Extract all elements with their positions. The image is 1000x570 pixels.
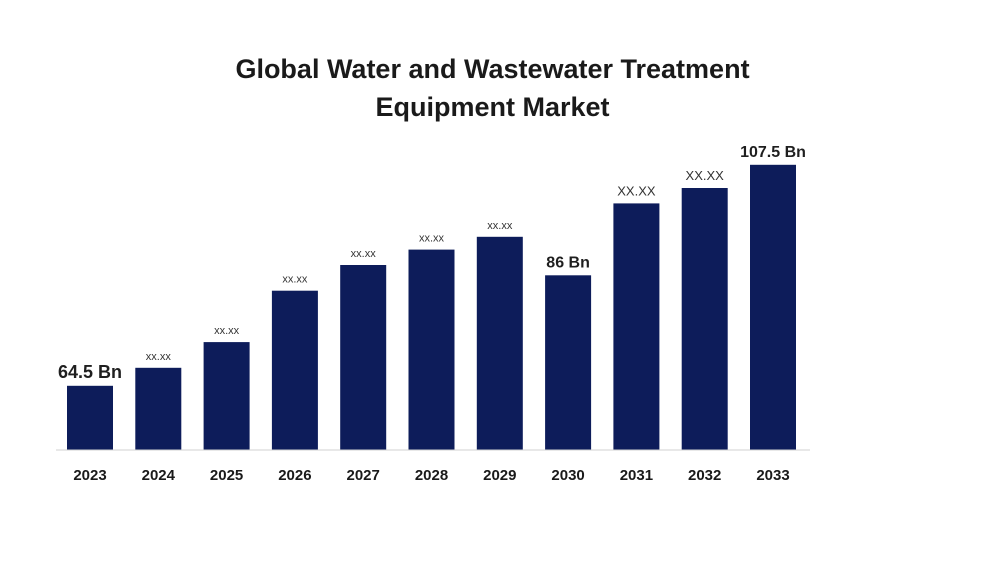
data-label-2026: xx.xx — [282, 274, 308, 286]
data-label-2030: 86 Bn — [546, 254, 590, 271]
data-label-2029: xx.xx — [487, 220, 513, 232]
x-tick-label-2024: 2024 — [142, 467, 176, 484]
data-label-2031: XX.XX — [617, 183, 656, 198]
chart-title: Global Water and Wastewater Treatment Eq… — [0, 50, 985, 126]
bar-2033 — [750, 164, 796, 451]
chart-title-line-2: Equipment Market — [375, 92, 610, 122]
data-label-2023: 64.5 Bn — [58, 362, 122, 382]
bar-2025 — [203, 342, 250, 450]
data-label-2024: xx.xx — [146, 351, 172, 363]
bar-2024 — [135, 367, 182, 450]
chart-title-line-1: Global Water and Wastewater Treatment — [235, 54, 750, 84]
data-label-2032: XX.XX — [686, 168, 725, 183]
x-tick-label-2025: 2025 — [210, 467, 243, 484]
bar-2030 — [545, 275, 592, 450]
bar-2028 — [408, 249, 455, 450]
data-label-2027: xx.xx — [351, 248, 377, 260]
bars-layer — [67, 164, 796, 451]
data-label-2028: xx.xx — [419, 233, 445, 245]
x-tick-label-2027: 2027 — [347, 467, 380, 484]
x-tick-label-2026: 2026 — [278, 467, 311, 484]
x-tick-labels-layer: 2023 2024 2025 2026 2027 2028 2029 2030 2031 2032… — [73, 467, 789, 484]
bar-2032 — [681, 188, 728, 450]
bar-2027 — [340, 265, 387, 450]
bar-2031 — [613, 203, 660, 450]
data-label-2033: 107.5 Bn — [740, 144, 806, 161]
x-tick-label-2028: 2028 — [415, 467, 448, 484]
data-label-2025: xx.xx — [214, 325, 240, 337]
x-tick-label-2030: 2030 — [551, 467, 584, 484]
bar-2029 — [476, 236, 523, 450]
x-tick-label-2023: 2023 — [73, 467, 106, 484]
x-tick-label-2033: 2033 — [756, 467, 789, 484]
data-labels-layer: 64.5 Bn xx.xx xx.xx xx.xx xx.xx xx.xx xx.xx 86 … — [58, 144, 806, 382]
x-tick-label-2032: 2032 — [688, 467, 721, 484]
x-tick-label-2031: 2031 — [620, 467, 653, 484]
bar-2026 — [271, 290, 318, 450]
x-tick-label-2029: 2029 — [483, 467, 516, 484]
bar-2023 — [67, 385, 113, 450]
